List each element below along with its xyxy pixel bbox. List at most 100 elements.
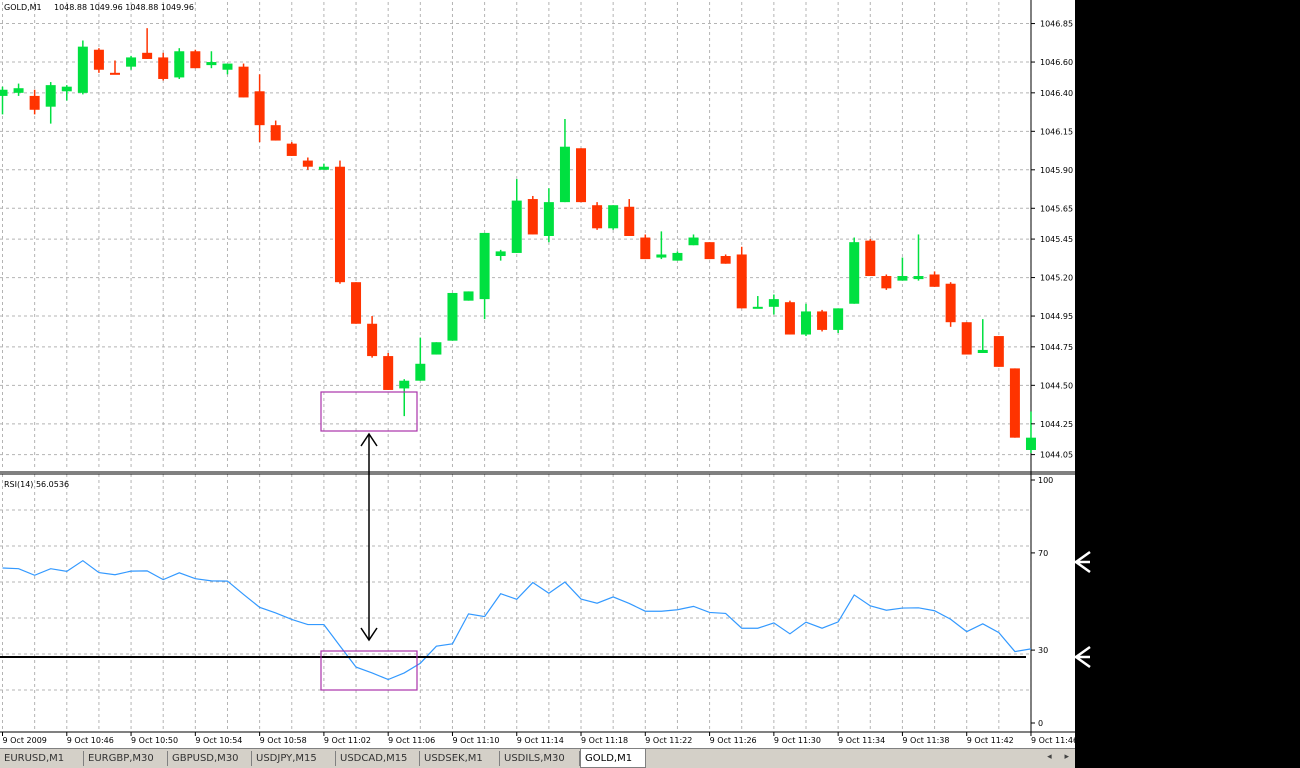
tab-scroll: ◂ ▸ [1037, 752, 1069, 762]
time-tick-label: 9 Oct 11:30 [774, 736, 821, 745]
candle-body [415, 363, 426, 381]
time-tick-label: 9 Oct 11:10 [452, 736, 499, 745]
time-tick-label: 9 Oct 11:38 [902, 736, 949, 745]
candle-body [945, 283, 956, 323]
candle-body [126, 57, 137, 67]
candle-body [174, 51, 185, 78]
candle-body [238, 66, 249, 98]
pane-frames [0, 0, 1075, 733]
candle-body [881, 276, 892, 289]
price-tick-label: 1045.90 [1040, 166, 1073, 175]
scroll-left-icon[interactable]: ◂ [1047, 752, 1052, 762]
candle-body [865, 240, 876, 277]
rsi-series [2, 559, 1032, 681]
candle-body [672, 252, 683, 261]
time-tick-label: 9 Oct 11:34 [838, 736, 885, 745]
candle-body [752, 306, 763, 309]
candle-body [351, 282, 362, 324]
tab-gold-m1[interactable]: GOLD,M1 [580, 749, 646, 768]
candle-body [897, 276, 908, 281]
tab-usdcad-m15[interactable]: USDCAD,M15 [336, 751, 420, 766]
candle-body [913, 276, 924, 280]
scroll-right-icon[interactable]: ▸ [1064, 752, 1069, 762]
side-markers [1075, 550, 1091, 669]
time-tick-label: 9 Oct 11:18 [581, 736, 628, 745]
candle-body [206, 62, 217, 66]
candle-body [77, 46, 88, 93]
level-30-marker-icon [1075, 645, 1091, 669]
tab-usdjpy-m15[interactable]: USDJPY,M15 [252, 751, 336, 766]
candle-body [302, 160, 313, 167]
candle-body [993, 336, 1004, 367]
chart-tab-bar: EURUSD,M1 EURGBP,M30 GBPUSD,M30 USDJPY,M15 U… [0, 748, 1075, 768]
tab-usdsek-m1[interactable]: USDSEK,M1 [420, 751, 500, 766]
candle-body [543, 202, 554, 236]
candle-body [720, 256, 731, 264]
price-tick-label: 1045.20 [1040, 274, 1073, 283]
candle-body [1025, 437, 1036, 450]
tab-gbpusd-m30[interactable]: GBPUSD,M30 [168, 751, 252, 766]
time-tick-label: 9 Oct 11:42 [967, 736, 1014, 745]
arrow-down-icon [360, 627, 378, 642]
time-tick-label: 9 Oct 10:50 [131, 736, 178, 745]
rsi-tick-label: 0 [1038, 719, 1043, 728]
time-tick-label: 9 Oct 11:02 [324, 736, 371, 745]
candle-body [431, 342, 442, 355]
time-tick-label: 9 Oct 11:22 [645, 736, 692, 745]
candle-body [383, 356, 394, 390]
time-tick-label: 9 Oct 11:46 [1031, 736, 1075, 745]
price-tick-label: 1046.40 [1040, 89, 1073, 98]
candle-body [318, 166, 329, 170]
candle-body [736, 254, 747, 309]
time-tick-label: 9 Oct 11:26 [710, 736, 757, 745]
candle-body [977, 349, 988, 353]
price-tick-label: 1046.15 [1040, 127, 1073, 136]
candle-body [929, 274, 940, 287]
price-tick-label: 1045.65 [1040, 204, 1073, 213]
rsi-label: RSI(14) 56.0536 [4, 480, 69, 489]
candle-body [13, 88, 24, 93]
candle-body [833, 308, 844, 330]
candle-body [29, 95, 40, 110]
candle-body [511, 200, 522, 253]
candle-body [45, 85, 56, 107]
price-tick-label: 1044.95 [1040, 312, 1073, 321]
time-axis: 9 Oct 2009 9 Oct 10:46 9 Oct 10:50 9 Oct 10… [2, 732, 1075, 745]
candle-body [704, 242, 715, 260]
rsi-tick-label: 100 [1038, 476, 1053, 485]
candle-body [270, 125, 281, 141]
candle-body [286, 143, 297, 156]
level-70-marker-icon [1075, 550, 1091, 574]
candle-body [656, 254, 667, 258]
candle-body [463, 291, 474, 301]
candle-body [527, 199, 538, 235]
candle-body [768, 299, 779, 307]
chart-canvas[interactable]: 1046.85 1046.60 1046.40 1046.15 1045.90 1045.… [0, 0, 1075, 768]
time-tick-label: 9 Oct 10:54 [195, 736, 242, 745]
candle-body [801, 311, 811, 335]
rsi-highlight-box [320, 650, 418, 691]
candle-body [1009, 368, 1020, 438]
price-tick-label: 1046.85 [1040, 20, 1073, 29]
tab-usdils-m30[interactable]: USDILS,M30 [500, 751, 580, 766]
candle-body [109, 72, 120, 75]
time-tick-label: 9 Oct 11:06 [388, 736, 435, 745]
candle-body [399, 380, 410, 389]
candle-body [624, 206, 635, 236]
candle-body [142, 52, 153, 59]
time-tick-label: 9 Oct 10:58 [260, 736, 307, 745]
rsi-axis: 100 70 30 0 [1031, 476, 1053, 728]
candle-body [640, 237, 651, 260]
candle-body [190, 51, 201, 69]
time-tick-label: 9 Oct 11:14 [517, 736, 564, 745]
candle-body [0, 89, 8, 96]
candle-body [961, 322, 972, 355]
candle-body [608, 205, 619, 229]
candle-body [784, 302, 795, 335]
candle-body [367, 323, 378, 357]
tab-eurgbp-m30[interactable]: EURGBP,M30 [84, 751, 168, 766]
time-tick-label: 9 Oct 10:46 [67, 736, 114, 745]
candle-body [479, 232, 490, 300]
tab-eurusd-m1[interactable]: EURUSD,M1 [0, 751, 84, 766]
candle-body [158, 57, 169, 79]
